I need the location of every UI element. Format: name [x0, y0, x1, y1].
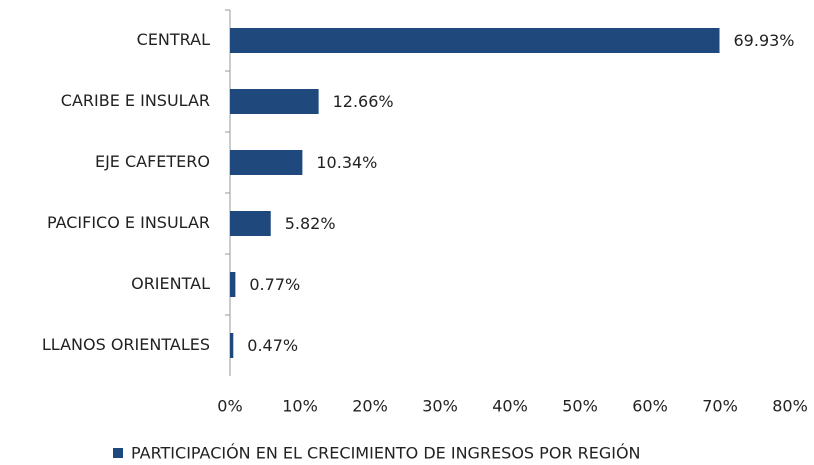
x-tick-label: 70%: [702, 397, 738, 416]
data-label: 0.47%: [247, 336, 298, 355]
bar: [230, 333, 234, 358]
data-label: 0.77%: [249, 275, 300, 294]
bar: [230, 272, 236, 297]
bar: [230, 150, 303, 175]
legend-label: PARTICIPACIÓN EN EL CRECIMIENTO DE INGRE…: [131, 444, 641, 463]
data-label: 10.34%: [316, 153, 377, 172]
y-tick-label: CARIBE E INSULAR: [61, 91, 210, 110]
y-tick-label: EJE CAFETERO: [95, 152, 210, 171]
y-tick-label: PACIFICO E INSULAR: [47, 213, 210, 232]
x-tick-label: 0%: [217, 397, 242, 416]
data-label: 69.93%: [734, 31, 795, 50]
bar: [230, 89, 319, 114]
data-label: 5.82%: [285, 214, 336, 233]
x-tick-label: 60%: [632, 397, 668, 416]
bar: [230, 211, 271, 236]
y-tick-label: CENTRAL: [137, 30, 210, 49]
x-tick-label: 50%: [562, 397, 598, 416]
x-tick-label: 30%: [422, 397, 458, 416]
y-tick-label: LLANOS ORIENTALES: [42, 335, 210, 354]
legend-swatch: [113, 448, 123, 458]
y-tick-label: ORIENTAL: [131, 274, 210, 293]
data-label: 12.66%: [333, 92, 394, 111]
x-tick-label: 20%: [352, 397, 388, 416]
x-tick-label: 40%: [492, 397, 528, 416]
bar: [230, 28, 720, 53]
x-tick-label: 80%: [772, 397, 808, 416]
x-tick-label: 10%: [282, 397, 318, 416]
